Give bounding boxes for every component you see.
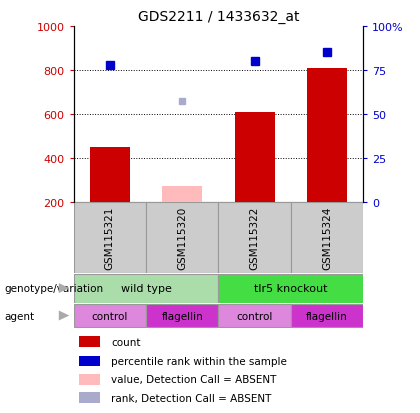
Bar <box>74 304 146 328</box>
Bar <box>291 304 363 328</box>
Text: wild type: wild type <box>121 283 171 293</box>
Text: tlr5 knockout: tlr5 knockout <box>254 283 328 293</box>
Bar <box>79 392 100 403</box>
Text: GSM115321: GSM115321 <box>105 206 115 269</box>
Text: agent: agent <box>4 311 34 321</box>
Bar <box>90 147 130 202</box>
Bar <box>218 304 291 328</box>
Bar <box>74 274 218 303</box>
Bar <box>307 69 347 202</box>
Bar <box>235 112 275 202</box>
Text: GSM115322: GSM115322 <box>249 206 260 269</box>
Bar <box>291 202 363 273</box>
Bar <box>79 374 100 385</box>
Title: GDS2211 / 1433632_at: GDS2211 / 1433632_at <box>138 10 299 24</box>
Bar <box>162 187 202 202</box>
Bar <box>79 337 100 347</box>
Bar <box>218 202 291 273</box>
Bar <box>74 202 146 273</box>
Text: rank, Detection Call = ABSENT: rank, Detection Call = ABSENT <box>111 393 272 403</box>
Text: GSM115320: GSM115320 <box>177 206 187 269</box>
Text: count: count <box>111 337 141 347</box>
Text: flagellin: flagellin <box>306 311 348 321</box>
Bar <box>146 304 218 328</box>
Text: control: control <box>236 311 273 321</box>
Bar <box>218 274 363 303</box>
Text: GSM115324: GSM115324 <box>322 206 332 269</box>
Text: control: control <box>92 311 128 321</box>
Text: value, Detection Call = ABSENT: value, Detection Call = ABSENT <box>111 375 276 385</box>
Bar <box>146 202 218 273</box>
Text: genotype/variation: genotype/variation <box>4 283 103 293</box>
Text: percentile rank within the sample: percentile rank within the sample <box>111 356 287 366</box>
Text: flagellin: flagellin <box>161 311 203 321</box>
Bar <box>79 356 100 366</box>
